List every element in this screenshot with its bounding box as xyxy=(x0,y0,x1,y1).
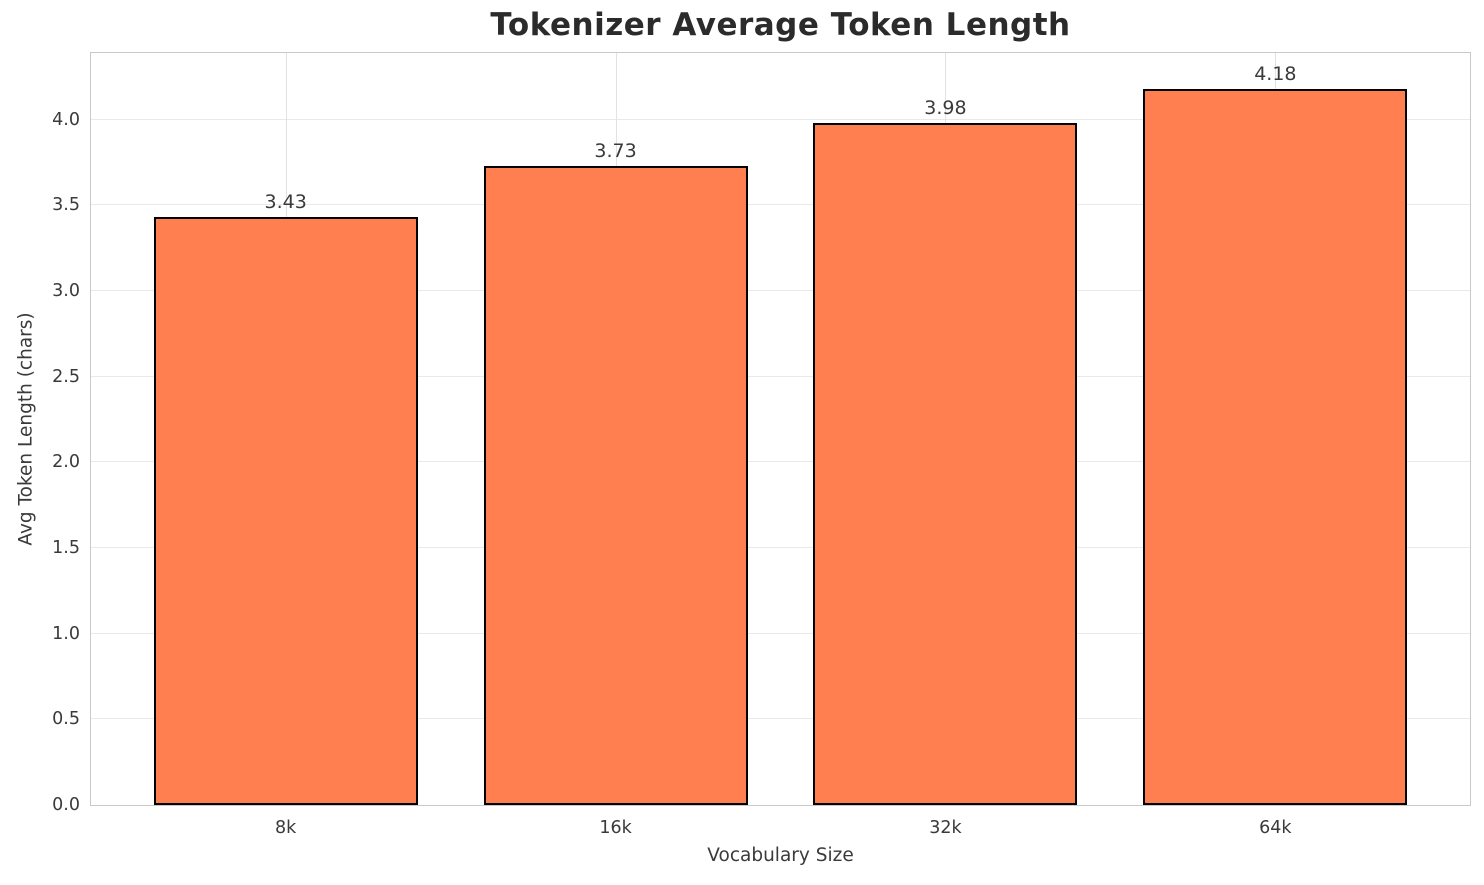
bar xyxy=(813,123,1078,805)
x-tick-label: 8k xyxy=(275,818,297,838)
x-tick-label: 32k xyxy=(929,818,962,838)
h-gridline xyxy=(91,204,1470,206)
bar-value-label: 3.98 xyxy=(924,97,967,120)
bar-value-label: 3.43 xyxy=(264,191,307,214)
y-tick-label: 1.5 xyxy=(52,538,80,559)
h-gridline xyxy=(91,718,1470,720)
h-gridline xyxy=(91,632,1470,634)
plot-area: 0.0 0.5 1.0 1.5 2.0 2.5 3.0 3.5 4.0 3.43 8k 3.73 16k… xyxy=(52,52,1471,838)
x-axis-label: Vocabulary Size xyxy=(707,845,854,866)
h-gridline xyxy=(91,375,1470,377)
y-tick-label: 0.5 xyxy=(52,709,80,730)
h-gridline xyxy=(91,547,1470,549)
x-tick-label: 16k xyxy=(599,818,632,838)
bar xyxy=(153,217,418,805)
y-tick-label: 3.0 xyxy=(52,281,80,302)
y-tick-label: 2.5 xyxy=(52,366,80,387)
h-gridline xyxy=(91,461,1470,463)
y-tick-label: 3.5 xyxy=(52,195,80,216)
h-gridline xyxy=(91,118,1470,120)
bar-value-label: 4.18 xyxy=(1254,62,1297,85)
y-tick-label: 0.0 xyxy=(52,795,80,815)
y-tick-label: 4.0 xyxy=(52,109,80,130)
chart-title: Tokenizer Average Token Length xyxy=(490,7,1071,43)
bar xyxy=(1143,88,1408,805)
y-axis-label: Avg Token Length (chars) xyxy=(15,312,37,546)
x-tick-label: 64k xyxy=(1259,818,1292,838)
y-tick-label: 1.0 xyxy=(52,623,80,644)
y-tick-label: 2.0 xyxy=(52,452,80,473)
bar xyxy=(483,166,748,805)
bar-value-label: 3.73 xyxy=(594,140,637,163)
h-gridline xyxy=(91,290,1470,292)
